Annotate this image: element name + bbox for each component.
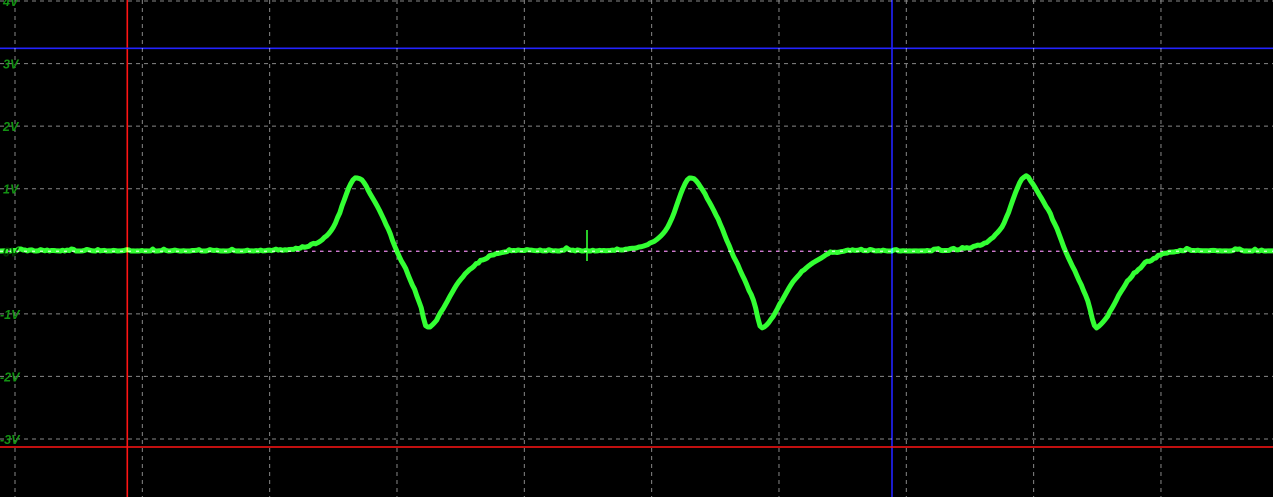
svg-text:-3V: -3V — [0, 433, 21, 447]
svg-text:4V: 4V — [2, 0, 20, 9]
svg-text:-1V: -1V — [0, 308, 21, 322]
svg-text:1V: 1V — [3, 183, 20, 197]
svg-text:0V: 0V — [3, 245, 20, 259]
svg-text:3V: 3V — [3, 58, 20, 72]
svg-text:2V: 2V — [2, 120, 20, 134]
svg-text:-2V: -2V — [0, 370, 21, 384]
